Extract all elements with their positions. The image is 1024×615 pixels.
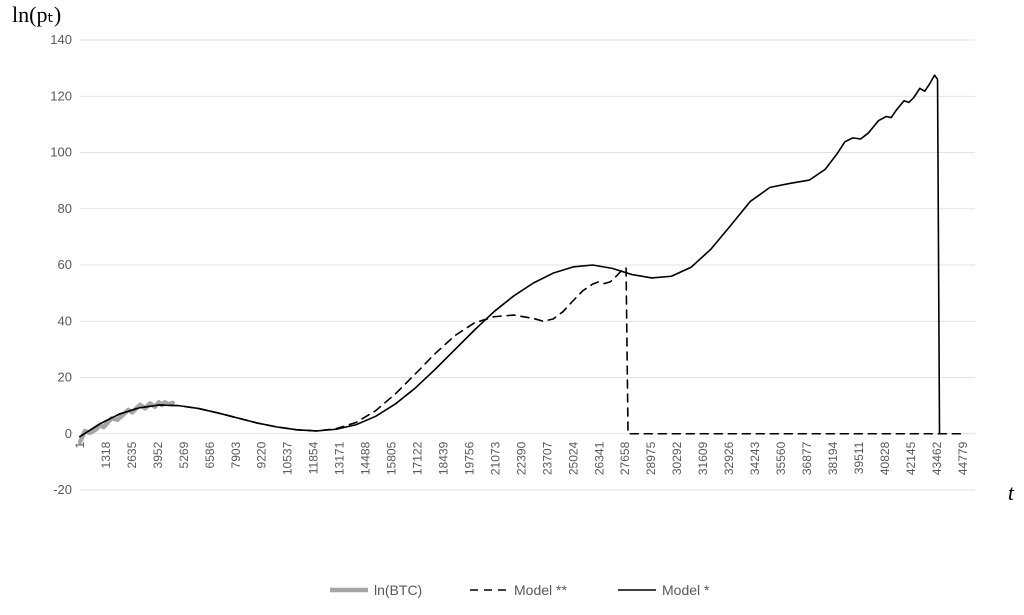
x-tick-label: 5269 [177,441,191,468]
x-tick-label: 39511 [852,441,866,474]
x-tick-label: 28975 [644,441,658,475]
x-tick-label: 30292 [670,441,684,475]
legend-label: Model ** [514,582,567,598]
x-tick-label: 34243 [748,441,762,475]
legend: ln(BTC) Model ** Model * [330,582,710,598]
x-tick-label: 32926 [722,441,736,475]
x-tick-label: 44779 [956,441,970,475]
x-tick-label: 9220 [255,441,269,468]
x-tick-label: 27658 [618,441,632,475]
x-tick-label: 11854 [307,441,321,474]
y-ticks: -20 0 20 40 60 80 100 120 140 [50,32,975,497]
x-tick-label: 18439 [436,441,450,475]
x-tick-label: 31609 [696,441,710,475]
x-tick-label: 1318 [99,441,113,468]
y-tick-label: 20 [58,370,72,385]
x-tick-label: 17122 [411,441,425,475]
x-tick-label: 2635 [125,441,139,468]
y-tick-label: 140 [50,32,72,47]
x-tick-label: 3952 [151,441,165,468]
y-tick-label: 60 [58,257,72,272]
y-tick-label: 120 [50,88,72,103]
y-tick-label: -20 [53,482,72,497]
chart-svg: -200204060801001201401131826353952526965… [0,0,1024,615]
x-tick-label: 6586 [203,441,217,468]
x-tick-label: 21073 [488,441,502,475]
x-tick-label: 40828 [878,441,892,475]
x-tick-label: 23707 [540,441,554,475]
x-tick-label: 35560 [774,441,788,475]
x-tick-label: 19756 [462,441,476,475]
y-tick-label: 80 [58,201,72,216]
x-axis-title: t [1008,480,1014,506]
legend-label: ln(BTC) [374,582,422,598]
x-tick-label: 38194 [826,441,840,475]
x-tick-label: 15805 [385,441,399,475]
x-tick-label: 42145 [904,441,918,475]
y-axis-title: ln(pₜ) [12,2,61,28]
x-tick-label: 43462 [930,441,944,475]
y-tick-label: 0 [65,426,72,441]
x-tick-label: 25024 [566,441,580,475]
y-tick-label: 40 [58,313,72,328]
x-tick-label: 7903 [229,441,243,468]
series-model-star [80,75,940,436]
x-tick-label: 26341 [592,441,606,475]
series-ln-btc [80,402,173,442]
x-tick-label: 13171 [333,441,347,475]
x-tick-label: 36877 [800,441,814,475]
x-tick-label: 22390 [514,441,528,475]
x-tick-label: 14488 [359,441,373,475]
y-tick-label: 100 [50,145,72,160]
x-ticks: 1131826353952526965867903922010537118541… [73,441,970,475]
x-tick-label: 10537 [281,441,295,475]
legend-label: Model * [662,582,710,598]
chart-container: ln(pₜ) -20020406080100120140113182635395… [0,0,1024,615]
